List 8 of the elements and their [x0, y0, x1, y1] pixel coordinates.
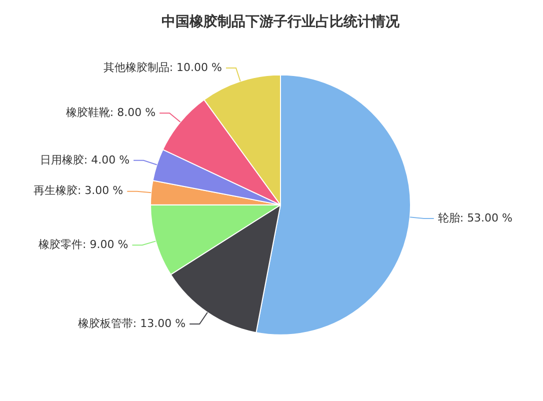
chart-title: 中国橡胶制品下游子行业占比统计情况 [162, 13, 400, 30]
slice-label: 其他橡胶制品: 10.00 % [103, 60, 222, 74]
slice-label: 橡胶鞋靴: 8.00 % [66, 106, 156, 119]
slice-label: 轮胎: 53.00 % [438, 211, 513, 224]
slice-label: 日用橡胶: 4.00 % [40, 153, 130, 166]
slice-label: 橡胶零件: 9.00 % [38, 238, 128, 251]
slice-label: 再生橡胶: 3.00 % [33, 184, 124, 198]
slice-label: 橡胶板管带: 13.00 % [78, 316, 186, 330]
